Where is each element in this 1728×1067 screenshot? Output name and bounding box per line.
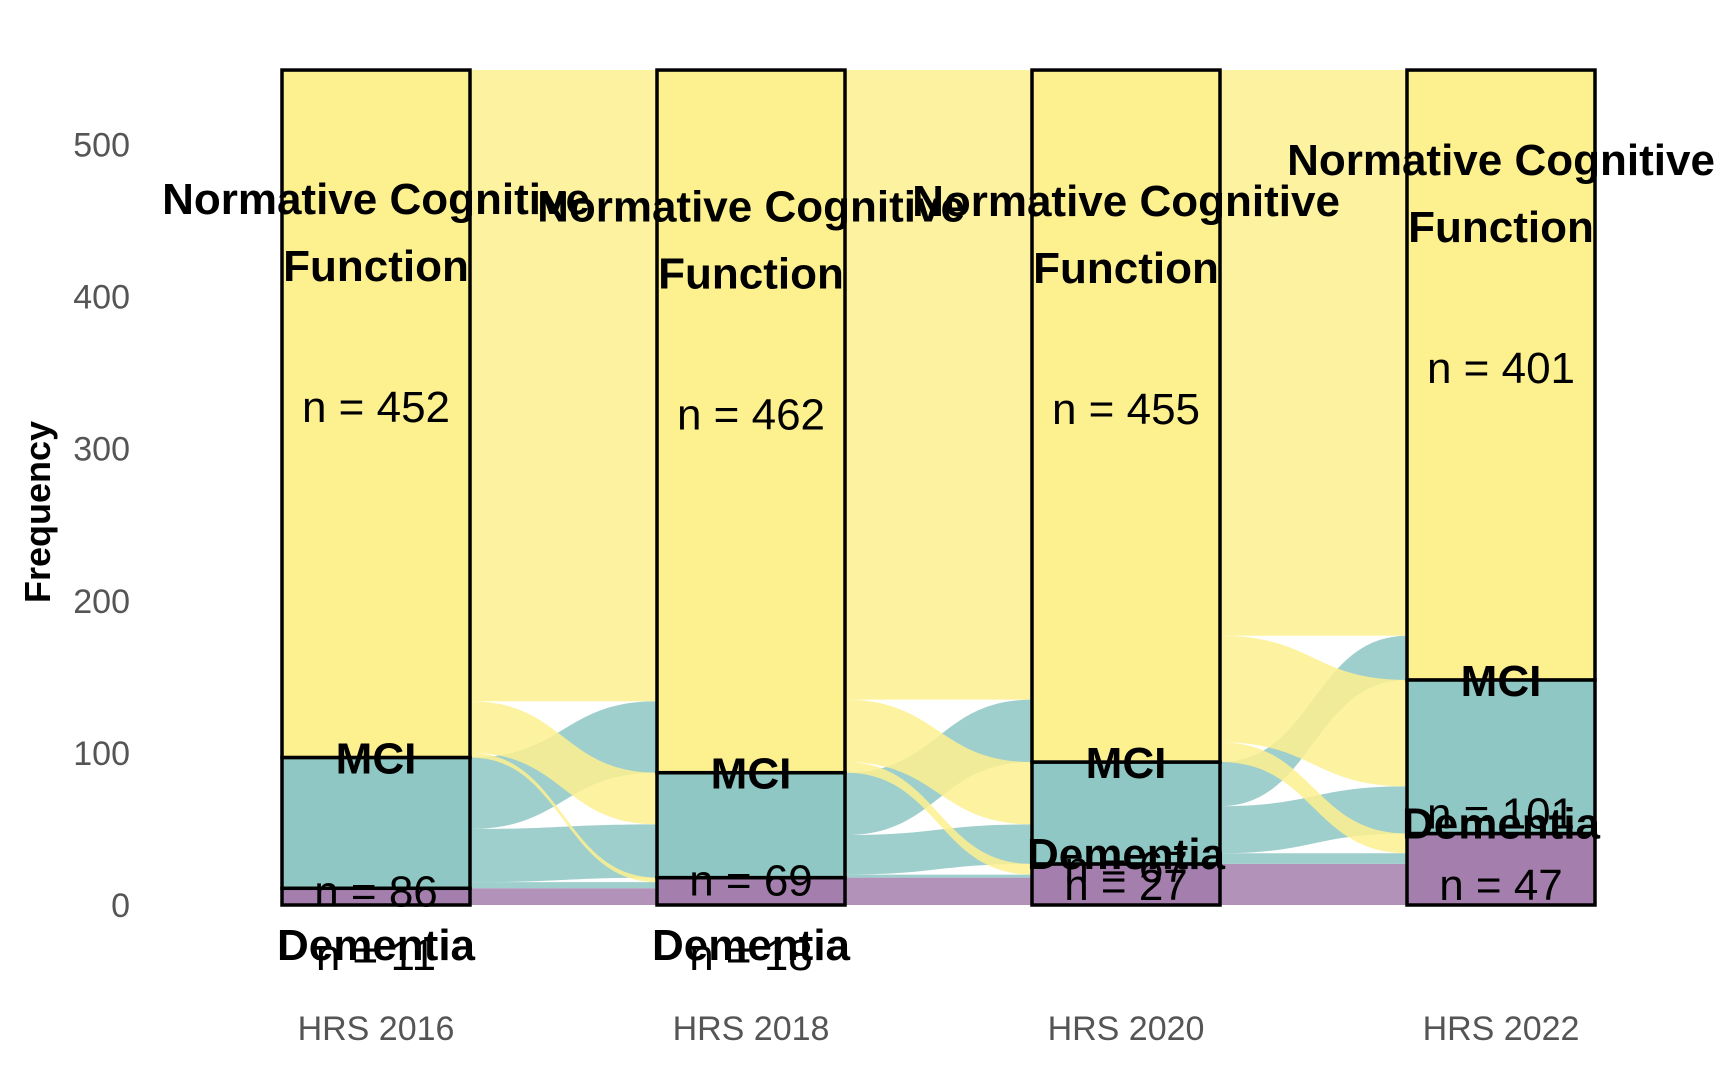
flow-band xyxy=(1220,786,1407,854)
x-tick-label: HRS 2022 xyxy=(1423,1010,1580,1048)
stratum-normative-cognitive-function xyxy=(655,68,847,775)
y-tick-label: 100 xyxy=(73,735,130,773)
y-tick-label: 500 xyxy=(73,127,130,165)
stratum-count-label: n = 67 xyxy=(1064,843,1188,892)
stratum-name-label: Dementia xyxy=(277,921,476,970)
stratum-name-label: MCI xyxy=(1086,739,1167,788)
flow-band xyxy=(845,699,1032,825)
stratum-name-label: MCI xyxy=(711,750,792,799)
x-tick-label: HRS 2016 xyxy=(298,1010,455,1048)
flow-band xyxy=(845,762,1032,875)
y-tick-label: 400 xyxy=(73,279,130,317)
flow-bands xyxy=(470,70,1407,905)
y-axis-ticks: 0 100 200 300 400 500 xyxy=(73,127,130,925)
flow-band xyxy=(1220,635,1407,787)
stratum-name-label: MCI xyxy=(1461,657,1542,706)
stratum-name-label: Normative Cognitive xyxy=(912,177,1340,226)
flow-band xyxy=(470,701,657,825)
stratum-count-label: n = 101 xyxy=(1427,790,1575,839)
stratum-name-label: Function xyxy=(283,242,469,291)
stratum-dementia xyxy=(1405,831,1597,907)
stratum-count-label: n = 86 xyxy=(314,867,438,916)
x-tick-label: HRS 2018 xyxy=(673,1010,830,1048)
stratum-name-label: Normative Cognitive xyxy=(1287,136,1715,185)
stratum-normative-cognitive-function xyxy=(1405,68,1597,682)
flow-band xyxy=(845,874,1032,878)
flow-band xyxy=(845,877,1032,905)
x-tick-label: HRS 2020 xyxy=(1048,1010,1205,1048)
stratum-count-label: n = 462 xyxy=(677,390,825,439)
x-axis-labels: HRS 2016 HRS 2018 HRS 2020 HRS 2022 xyxy=(298,1010,1580,1048)
y-tick-label: 0 xyxy=(111,887,130,925)
stratum-name-label: Function xyxy=(658,249,844,298)
stratum-count-label: n = 27 xyxy=(1064,861,1188,910)
stratum-mci xyxy=(280,755,472,891)
stratum-normative-cognitive-function xyxy=(1030,68,1222,764)
stratum-name-label: Function xyxy=(1033,244,1219,293)
stratum-mci xyxy=(1405,678,1597,836)
stratum-count-label: n = 11 xyxy=(316,931,436,980)
flow-band xyxy=(845,70,1032,700)
y-axis-title: Frequency xyxy=(17,421,58,603)
flow-band xyxy=(1220,863,1407,905)
stratum-name-label: Dementia xyxy=(1027,830,1226,879)
stratum-name-label: Normative Cognitive xyxy=(537,182,965,231)
stratum-count-label: n = 455 xyxy=(1052,385,1200,434)
stratum-name-label: MCI xyxy=(336,734,417,783)
stratum-dementia xyxy=(655,875,847,907)
stratum-count-label: n = 47 xyxy=(1439,861,1563,910)
stratum-name-label: Dementia xyxy=(1402,800,1601,849)
flow-band xyxy=(1220,742,1407,854)
stratum-name-label: Dementia xyxy=(652,921,851,970)
strata xyxy=(280,68,1597,907)
stratum-count-label: n = 18 xyxy=(689,931,813,980)
stratum-mci xyxy=(1030,760,1222,866)
flow-band xyxy=(470,882,657,889)
stratum-labels: Normative Cognitive Function n = 452 MCI n =… xyxy=(162,136,1715,980)
stratum-name-label: Normative Cognitive xyxy=(162,175,590,224)
flow-band xyxy=(470,888,657,905)
flow-band xyxy=(1220,70,1407,636)
stratum-normative-cognitive-function xyxy=(280,68,472,760)
y-tick-label: 200 xyxy=(73,583,130,621)
y-tick-label: 300 xyxy=(73,431,130,469)
flow-band xyxy=(470,70,657,702)
flow-band xyxy=(1220,853,1407,864)
stratum-count-label: n = 452 xyxy=(302,383,450,432)
flow-band xyxy=(470,752,657,883)
stratum-count-label: n = 401 xyxy=(1427,344,1575,393)
stratum-name-label: Function xyxy=(1408,203,1594,252)
stratum-count-label: n = 69 xyxy=(689,857,813,906)
